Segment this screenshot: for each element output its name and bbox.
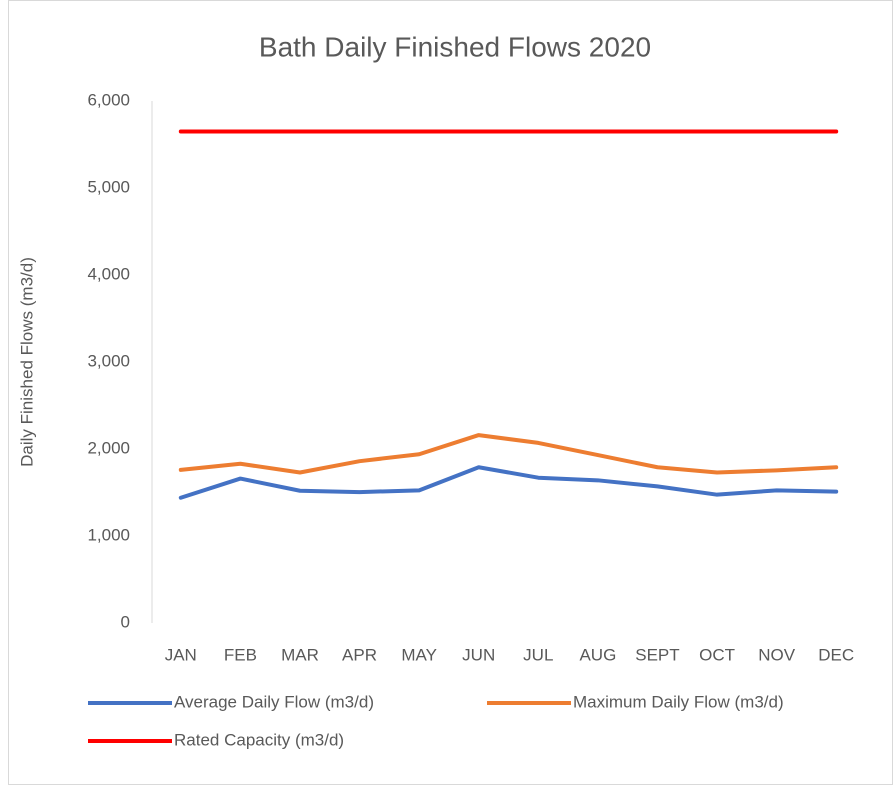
y-tick-label: 5,000	[87, 177, 130, 196]
chart-title: Bath Daily Finished Flows 2020	[259, 31, 651, 62]
chart-border	[8, 0, 893, 785]
y-tick-label: 4,000	[87, 264, 130, 283]
x-tick-label: DEC	[818, 645, 854, 664]
series-line	[178, 433, 839, 475]
y-tick-label: 6,000	[87, 90, 130, 109]
x-tick-label: JAN	[165, 645, 197, 664]
x-tick-label: MAY	[401, 645, 437, 664]
series-line	[178, 465, 839, 500]
y-tick-label: 2,000	[87, 438, 130, 457]
x-tick-label: APR	[342, 645, 377, 664]
x-tick-label: JUN	[462, 645, 495, 664]
x-tick-label: NOV	[758, 645, 796, 664]
legend-label: Average Daily Flow (m3/d)	[174, 692, 374, 711]
y-tick-label: 1,000	[87, 525, 130, 544]
x-tick-label: SEPT	[635, 645, 679, 664]
legend-label: Rated Capacity (m3/d)	[174, 730, 344, 749]
y-tick-label: 0	[121, 612, 130, 631]
y-axis-title: Daily Finished Flows (m3/d)	[17, 257, 36, 467]
x-tick-label: OCT	[699, 645, 735, 664]
x-tick-label: JUL	[523, 645, 553, 664]
x-tick-label: FEB	[224, 645, 257, 664]
x-tick-label: MAR	[281, 645, 319, 664]
y-tick-label: 3,000	[87, 351, 130, 370]
x-tick-label: AUG	[579, 645, 616, 664]
legend-label: Maximum Daily Flow (m3/d)	[573, 692, 784, 711]
